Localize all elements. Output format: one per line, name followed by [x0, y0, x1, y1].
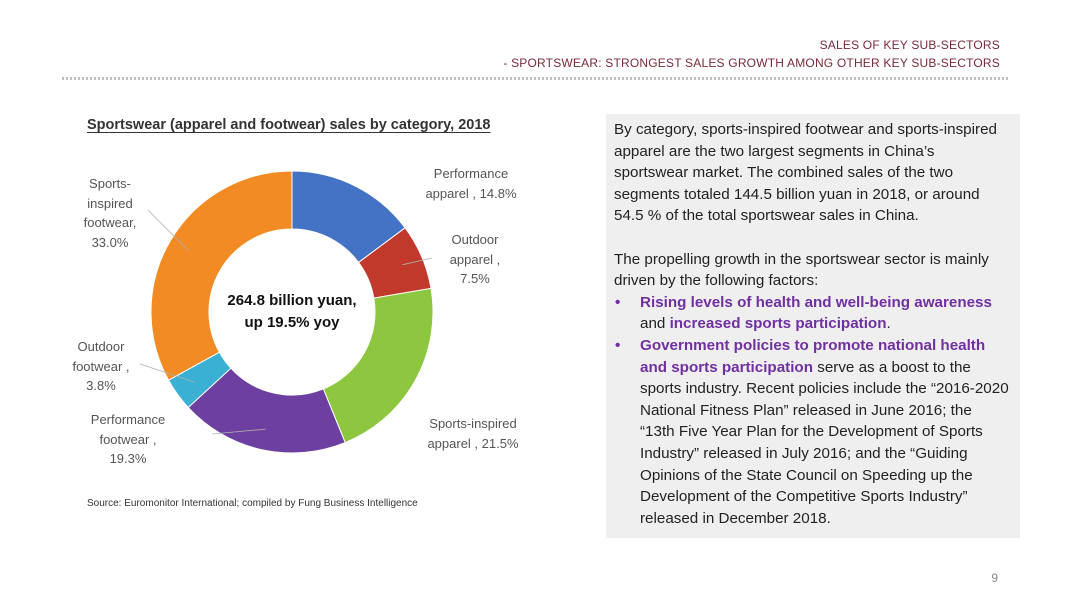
leader-line-outdoor-footwear — [139, 363, 195, 383]
factor-1-connector: and — [640, 315, 670, 333]
label-performance-apparel: Performance apparel , 14.8% — [425, 166, 517, 201]
leader-line-sports-inspired-footwear — [147, 209, 189, 252]
factor-2-text: serve as a boost to the sports industry.… — [640, 358, 1009, 527]
label-sports-inspired-footwear: Sports- inspired footwear, 33.0% — [83, 176, 137, 250]
bullet-icon: • — [615, 336, 621, 354]
chart-title: Sportswear (apparel and footwear) sales … — [87, 117, 491, 133]
leader-line-performance-footwear — [211, 428, 266, 435]
bullet-icon: • — [615, 293, 621, 311]
center-label-line2: up 19.5% yoy — [244, 314, 340, 331]
header-subtitle: - SPORTSWEAR: STRONGEST SALES GROWTH AMO… — [503, 56, 1000, 70]
commentary-paragraph-2: The propelling growth in the sportswear … — [614, 250, 989, 290]
slice-sports-inspired-footwear — [150, 170, 293, 381]
donut-center-label: 264.8 billion yuan, up 19.5% yoy — [202, 290, 382, 334]
chart-source: Source: Euromonitor International; compi… — [87, 498, 418, 509]
slide-header: SALES OF KEY SUB-SECTORS - SPORTSWEAR: S… — [503, 36, 1000, 72]
header-title: SALES OF KEY SUB-SECTORS — [819, 38, 1000, 52]
factor-list: • Rising levels of health and well-being… — [614, 292, 1010, 530]
label-sports-inspired-apparel: Sports-inspired apparel , 21.5% — [427, 416, 519, 451]
slice-sports-inspired-apparel — [322, 287, 434, 444]
factor-2-highlight: Government policies to promote national … — [640, 336, 986, 376]
factor-1-highlight-b: increased sports participation — [669, 315, 887, 333]
label-performance-footwear: Performance footwear , 19.3% — [90, 412, 166, 466]
factor-item-1: • Rising levels of health and well-being… — [614, 292, 1010, 335]
commentary-paragraph-1: By category, sports-inspired footwear an… — [614, 121, 997, 225]
label-outdoor-footwear: Outdoor footwear , 3.8% — [72, 339, 130, 393]
commentary-box: By category, sports-inspired footwear an… — [606, 114, 1020, 538]
page-number: 9 — [991, 571, 998, 585]
header-divider — [62, 77, 1008, 80]
factor-1-end: . — [886, 315, 891, 333]
label-outdoor-apparel: Outdoor apparel , 7.5% — [449, 232, 501, 286]
center-label-line1: 264.8 billion yuan, — [227, 292, 357, 309]
factor-item-2: • Government policies to promote nationa… — [614, 335, 1010, 529]
leader-line-outdoor-apparel — [402, 257, 433, 266]
factor-1-highlight-a: Rising levels of health and well-being a… — [640, 293, 992, 311]
